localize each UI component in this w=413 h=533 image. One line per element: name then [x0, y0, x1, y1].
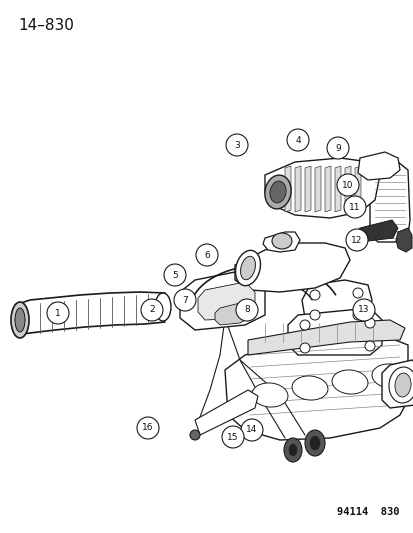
Ellipse shape	[291, 376, 327, 400]
Text: 14–830: 14–830	[18, 18, 74, 33]
Circle shape	[173, 289, 195, 311]
Text: 4: 4	[294, 135, 300, 144]
Polygon shape	[180, 270, 264, 330]
Polygon shape	[381, 360, 413, 408]
Polygon shape	[357, 152, 399, 180]
Polygon shape	[301, 280, 371, 325]
Ellipse shape	[11, 302, 29, 338]
Polygon shape	[304, 166, 310, 212]
Ellipse shape	[269, 181, 285, 203]
Ellipse shape	[364, 341, 374, 351]
Ellipse shape	[252, 383, 287, 407]
Text: 13: 13	[357, 305, 369, 314]
Circle shape	[286, 129, 308, 151]
Polygon shape	[197, 282, 254, 320]
Text: 6: 6	[204, 251, 209, 260]
Circle shape	[326, 137, 348, 159]
Ellipse shape	[240, 256, 255, 280]
Polygon shape	[369, 162, 409, 242]
Circle shape	[47, 302, 69, 324]
Text: 94114  830: 94114 830	[337, 507, 399, 517]
Polygon shape	[334, 166, 340, 212]
Polygon shape	[314, 166, 320, 212]
Ellipse shape	[309, 436, 319, 450]
Ellipse shape	[352, 288, 362, 298]
Text: 9: 9	[334, 143, 340, 152]
Ellipse shape	[371, 364, 407, 388]
Ellipse shape	[394, 373, 410, 397]
Text: 7: 7	[182, 295, 188, 304]
Ellipse shape	[309, 310, 319, 320]
Polygon shape	[284, 166, 290, 212]
Ellipse shape	[154, 293, 171, 321]
Ellipse shape	[388, 367, 413, 403]
Polygon shape	[354, 220, 397, 242]
Text: 16: 16	[142, 424, 153, 432]
Text: 15: 15	[227, 432, 238, 441]
Ellipse shape	[304, 430, 324, 456]
Polygon shape	[224, 338, 407, 440]
Ellipse shape	[352, 310, 362, 320]
Text: 14: 14	[246, 425, 257, 434]
Text: 3: 3	[234, 141, 239, 149]
Ellipse shape	[309, 290, 319, 300]
Text: 8: 8	[244, 305, 249, 314]
Polygon shape	[294, 166, 300, 212]
Text: 1: 1	[55, 309, 61, 318]
Polygon shape	[324, 166, 330, 212]
Ellipse shape	[299, 320, 309, 330]
Polygon shape	[344, 166, 350, 212]
Polygon shape	[235, 243, 349, 292]
Ellipse shape	[271, 233, 291, 249]
Ellipse shape	[288, 444, 296, 456]
Ellipse shape	[15, 308, 25, 332]
Circle shape	[141, 299, 163, 321]
Polygon shape	[395, 228, 411, 252]
Circle shape	[221, 426, 243, 448]
Polygon shape	[287, 308, 381, 355]
Polygon shape	[264, 158, 379, 218]
Circle shape	[225, 134, 247, 156]
Circle shape	[343, 196, 365, 218]
Polygon shape	[195, 390, 257, 435]
Text: 5: 5	[172, 271, 178, 279]
Text: 12: 12	[351, 236, 362, 245]
Ellipse shape	[283, 438, 301, 462]
Ellipse shape	[331, 370, 367, 394]
Circle shape	[164, 264, 185, 286]
Circle shape	[352, 299, 374, 321]
Ellipse shape	[299, 343, 309, 353]
Text: 10: 10	[342, 181, 353, 190]
Polygon shape	[354, 166, 360, 212]
Circle shape	[235, 299, 257, 321]
Polygon shape	[247, 320, 404, 355]
Circle shape	[345, 229, 367, 251]
Text: 11: 11	[349, 203, 360, 212]
Ellipse shape	[264, 175, 290, 209]
Text: 2: 2	[149, 305, 154, 314]
Circle shape	[195, 244, 218, 266]
Ellipse shape	[235, 251, 260, 286]
Circle shape	[240, 419, 262, 441]
Polygon shape	[262, 232, 299, 252]
Ellipse shape	[364, 318, 374, 328]
Polygon shape	[214, 303, 244, 325]
Circle shape	[336, 174, 358, 196]
Circle shape	[137, 417, 159, 439]
Ellipse shape	[190, 430, 199, 440]
